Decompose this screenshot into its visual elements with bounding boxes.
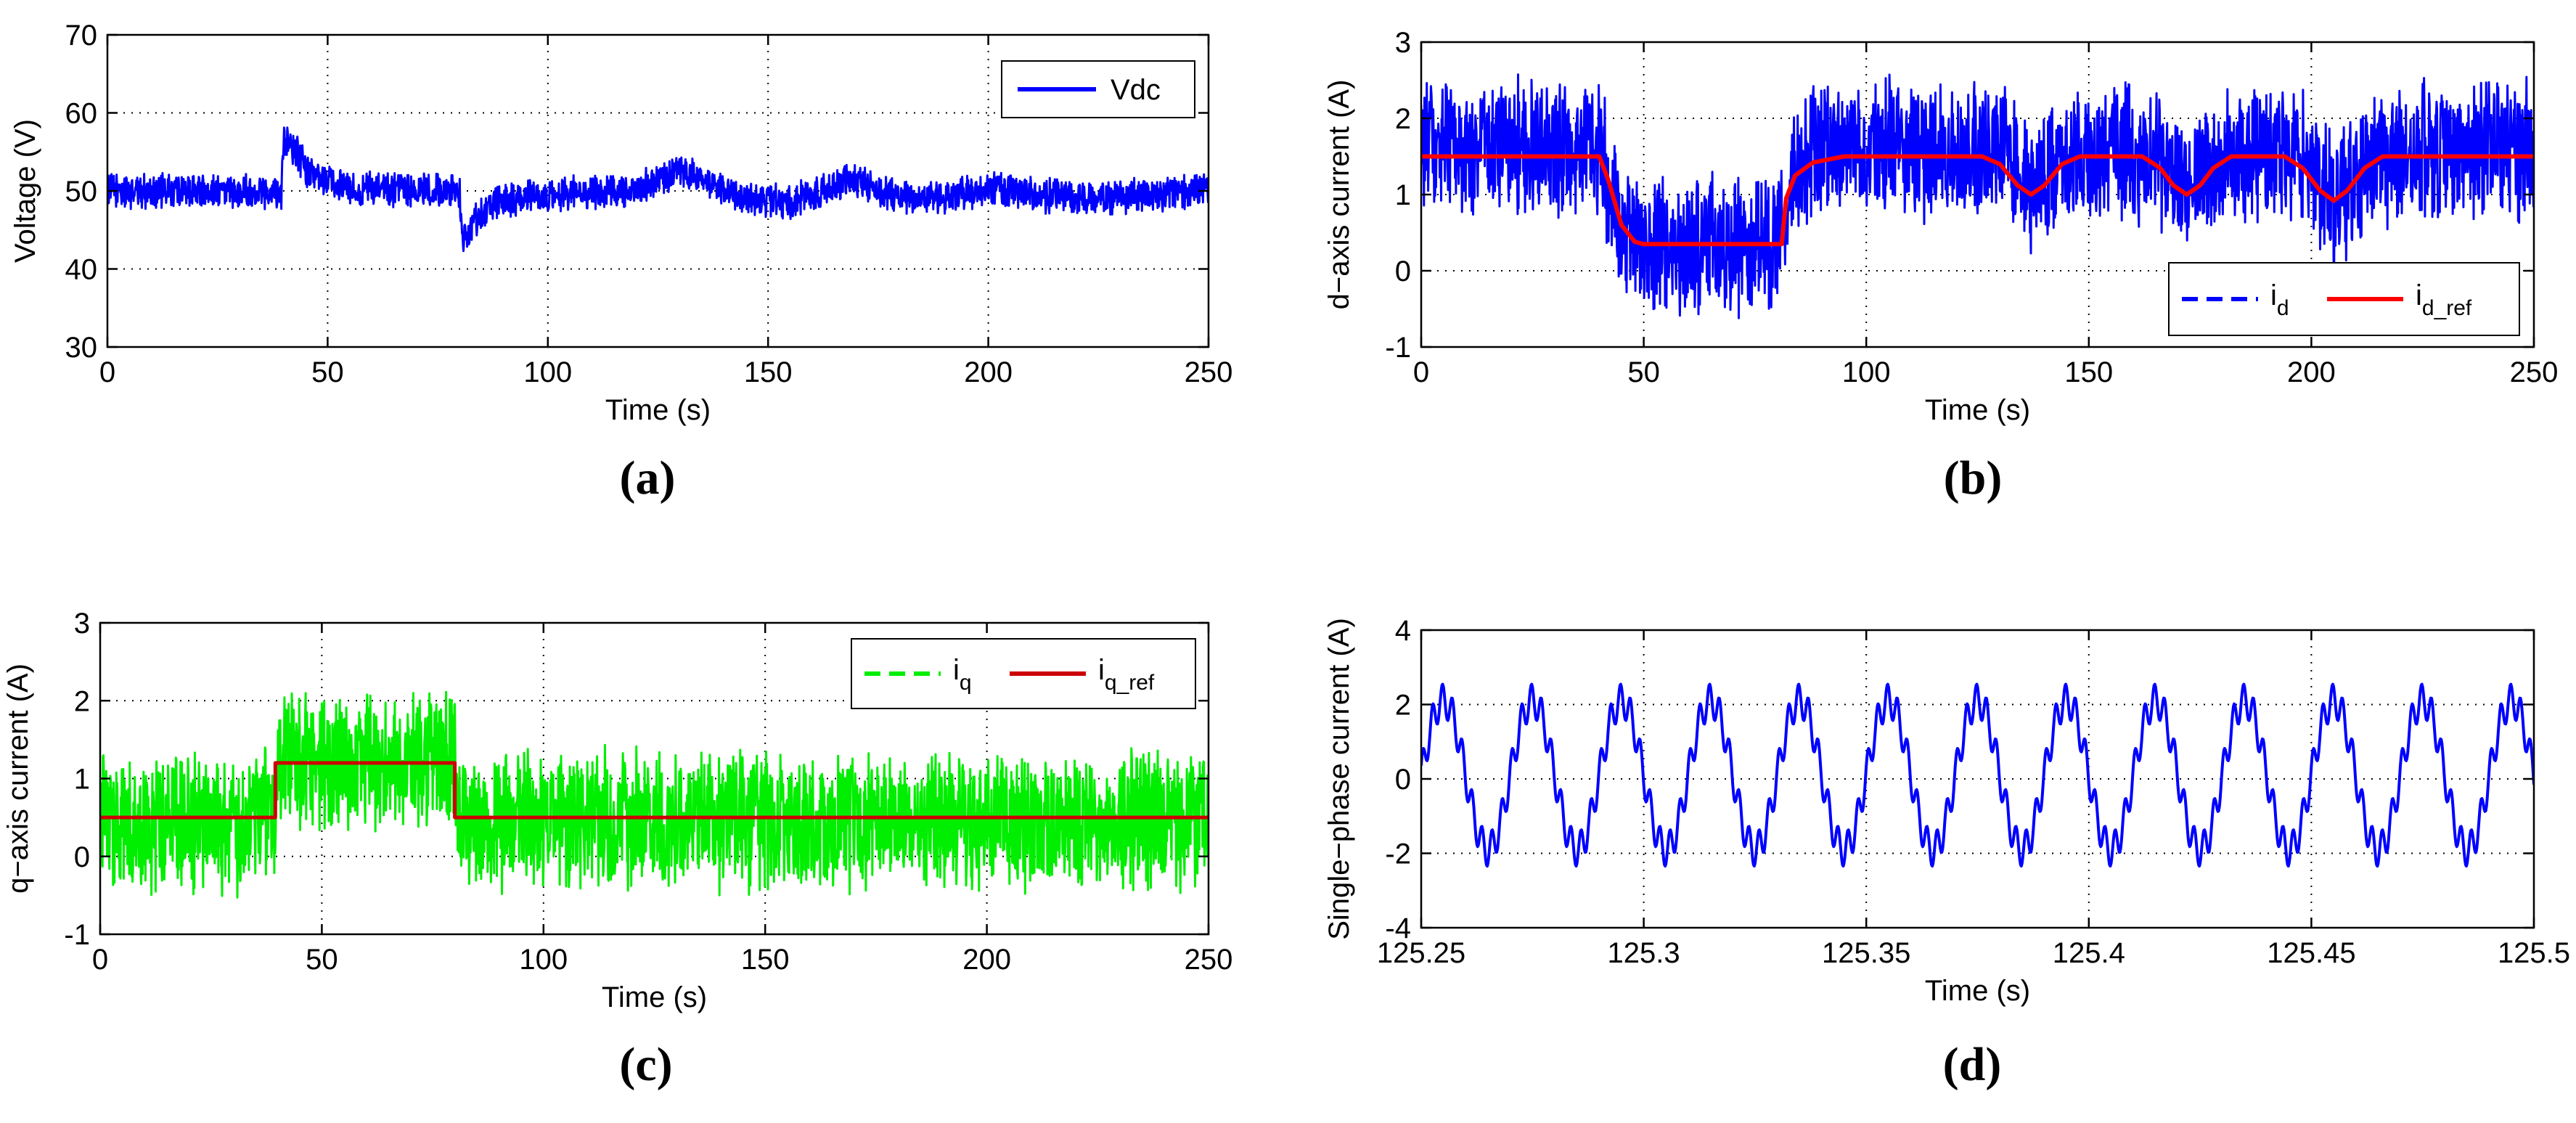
x-tick-label: 0 — [99, 356, 115, 388]
y-tick-label: 0 — [74, 841, 90, 873]
y-axis-label: q−axis current (A) — [2, 663, 34, 894]
series-line-c-1 — [100, 761, 1209, 820]
y-tick-label: 4 — [1395, 615, 1411, 647]
x-tick-label: 125.35 — [1822, 937, 1910, 969]
panel-label: (d) — [1943, 1038, 2002, 1091]
x-tick-label: 125.45 — [2267, 937, 2355, 969]
x-tick-label: 250 — [1185, 356, 1233, 388]
y-tick-label: 50 — [65, 176, 98, 208]
y-tick-label: 70 — [65, 20, 98, 52]
y-axis-label: d−axis current (A) — [1323, 80, 1355, 310]
series-line-b-0 — [1421, 73, 2534, 319]
x-tick-label: 0 — [92, 944, 108, 976]
x-tick-label: 125.5 — [2498, 937, 2570, 969]
y-tick-label: 3 — [1395, 27, 1411, 59]
legend: iq iq_ref — [851, 638, 1196, 709]
x-tick-label: 50 — [311, 356, 344, 388]
x-tick-label: 100 — [1842, 356, 1891, 388]
series-line-b-1 — [1421, 154, 2534, 247]
x-tick-label: 125.3 — [1608, 937, 1680, 969]
x-tick-label: 125.4 — [2053, 937, 2125, 969]
y-axis-label: Single−phase current (A) — [1323, 618, 1355, 940]
y-axis-label: Voltage (V) — [9, 119, 41, 263]
y-tick-label: 2 — [1395, 690, 1411, 722]
series-line-c-0 — [100, 690, 1209, 899]
legend: Vdc — [1001, 60, 1195, 118]
x-axis-label: Time (s) — [1925, 975, 2030, 1007]
legend-box — [1001, 60, 1195, 118]
x-tick-label: 200 — [2287, 356, 2336, 388]
x-tick-label: 50 — [306, 944, 338, 976]
x-tick-label: 150 — [744, 356, 793, 388]
series-line-a-0 — [107, 126, 1209, 253]
plot-area — [1421, 630, 2534, 928]
y-tick-label: 1 — [1395, 179, 1411, 211]
y-tick-label: 40 — [65, 254, 98, 286]
y-tick-label: 30 — [65, 332, 98, 364]
y-tick-label: 60 — [65, 98, 98, 130]
y-tick-label: -2 — [1385, 838, 1411, 870]
x-tick-label: 150 — [741, 944, 790, 976]
x-tick-label: 250 — [2510, 356, 2559, 388]
y-tick-label: 2 — [1395, 103, 1411, 135]
x-axis-label: Time (s) — [602, 981, 707, 1013]
series-group — [100, 690, 1209, 899]
x-axis-label: Time (s) — [1925, 394, 2030, 426]
chart-panel-d: 125.25 125.3 125.35 125.4 125.45 125.5 -4 -2 0 2 4… — [1323, 615, 2570, 1007]
legend-box — [851, 638, 1196, 709]
legend-label: Vdc — [1111, 74, 1161, 106]
y-tick-label: 0 — [1395, 764, 1411, 796]
series-line-d-0 — [1421, 682, 2534, 868]
series-group — [1421, 682, 2534, 868]
x-axis-label: Time (s) — [605, 394, 711, 426]
y-tick-label: 3 — [74, 608, 90, 640]
series-group — [107, 126, 1209, 253]
x-tick-label: 50 — [1627, 356, 1660, 388]
panel-label: (c) — [619, 1038, 672, 1091]
y-tick-label: 2 — [74, 685, 90, 717]
y-tick-label: 1 — [74, 764, 90, 796]
panel-label: (a) — [620, 452, 676, 505]
y-tick-label: -1 — [1385, 332, 1411, 364]
x-tick-label: 125.25 — [1377, 937, 1465, 969]
x-tick-label: 150 — [2064, 356, 2113, 388]
panel-label: (b) — [1944, 452, 2003, 505]
x-tick-label: 200 — [964, 356, 1013, 388]
legend: id id_ref — [2168, 262, 2520, 336]
x-tick-label: 100 — [519, 944, 568, 976]
chart-panel-a: 0 50 100 150 200 250 30 40 50 60 70 Time (s) Voltage… — [9, 20, 1232, 426]
y-tick-label: 0 — [1395, 256, 1411, 287]
x-tick-label: 250 — [1185, 944, 1233, 976]
x-tick-label: 100 — [523, 356, 572, 388]
x-tick-label: 0 — [1413, 356, 1429, 388]
y-tick-label: -1 — [64, 919, 90, 951]
series-group — [1421, 73, 2534, 319]
x-tick-label: 200 — [962, 944, 1011, 976]
y-tick-label: -4 — [1385, 912, 1411, 944]
